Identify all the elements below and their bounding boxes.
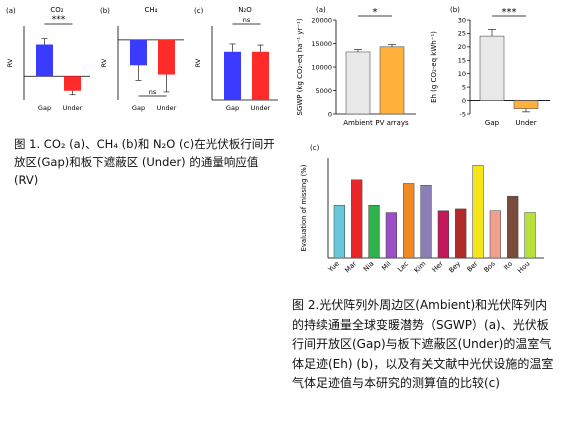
sgwp-chart: (a) 0 5000 10000 15000 20000 SGWP (kg CO₂-eq h… xyxy=(296,6,416,127)
f1b-bar-gap xyxy=(130,39,147,66)
f2c-bar-nia xyxy=(368,205,380,259)
f2c-xtick-her: Her xyxy=(431,260,445,274)
f1b-title: CH₄ xyxy=(145,6,158,14)
f2b-ytick-label: 20 xyxy=(458,43,466,51)
f2a-ylabel: SGWP (kg CO₂-eq ha⁻¹ yr⁻¹) xyxy=(296,18,304,115)
f1c-tag: (c) xyxy=(194,7,204,15)
figure2-panel-a: (a) 0 5000 10000 15000 20000 SGWP (kg CO₂-eq h… xyxy=(292,2,422,146)
f1c-ylabel: RV xyxy=(194,58,202,67)
f2b-ytick-label: 0 xyxy=(462,97,466,105)
f2b-ytick-label: 25 xyxy=(458,30,466,38)
f2a-bar-0 xyxy=(345,51,371,115)
f1c-xtick-under: Under xyxy=(251,104,271,112)
f2c-bar-bey xyxy=(455,208,467,259)
f2c-bar-ber xyxy=(472,165,484,259)
f2a-xtick-1: PV arrays xyxy=(375,119,409,127)
f2b-ylabel: Eh (g CO₂-eq kWh⁻¹) xyxy=(430,31,438,103)
f2b-ytick-label: -5 xyxy=(460,110,466,118)
f1b-tag: (b) xyxy=(100,7,110,15)
f2b-bar-0 xyxy=(479,35,505,101)
f1a-significance: *** xyxy=(52,15,66,25)
f2c-ylabel: Evaluation of missing (%) xyxy=(300,164,308,251)
f2c-xtick-bey: Bey xyxy=(447,260,462,275)
f1b-bar-under xyxy=(158,39,175,75)
f2a-significance: * xyxy=(373,7,378,18)
f2a-ytick-label: 15000 xyxy=(311,40,332,48)
f1c-xtick-gap: Gap xyxy=(226,104,239,112)
f1b-significance: ns xyxy=(149,88,157,96)
f2c-xtick-mil: Mil xyxy=(380,260,393,273)
f1a-title: CO₂ xyxy=(50,6,63,14)
f2c-bar-bos xyxy=(489,210,501,259)
f1a-bar-under xyxy=(64,76,81,91)
f2b-xtick-0: Gap xyxy=(485,119,500,127)
figure2-panel-b: (b) -5 0 5 10 15 20 25 30 Eh (g CO₂-eq kWh⁻¹) Gap U… xyxy=(426,2,556,146)
f2c-xtick-lec: Lec xyxy=(396,260,410,274)
f2c-xtick-yue: Yue xyxy=(326,260,341,275)
f1a-xtick-gap: Gap xyxy=(38,104,51,112)
f2c-xtick-hou: Hou xyxy=(516,260,531,275)
figure1-panel-b: (b) CH₄ RV Gap Under ns xyxy=(98,4,190,128)
f2b-bar-1 xyxy=(513,100,539,109)
f2c-bar-lec xyxy=(403,183,415,259)
figure2-panel-c: (c) Evaluation of missing (%) Yue Mar Nia Mil… xyxy=(292,140,556,294)
f2a-ytick-label: 20000 xyxy=(311,16,332,24)
f2c-bar-hou xyxy=(524,212,536,259)
figure2-caption: 图 2.光伏阵列外周边区(Ambient)和光伏阵列内的持续通量全球变暖潜势（S… xyxy=(292,298,554,390)
n2o-rv-chart: (c) N₂O RV Gap Under ns xyxy=(194,6,278,112)
f2c-xtick-mar: Mar xyxy=(343,260,358,275)
f2a-ytick-label: 10000 xyxy=(311,63,332,71)
f2b-ytick-label: 5 xyxy=(462,83,466,91)
figure1-panel-a: (a) CO₂ RV Gap Under *** xyxy=(4,4,96,128)
f1c-significance: ns xyxy=(243,16,251,24)
f2c-xtick-nia: Nia xyxy=(362,260,376,274)
f2b-xtick-1: Under xyxy=(515,119,536,127)
f2c-xtick-kim: Kim xyxy=(413,259,428,274)
f1a-xtick-under: Under xyxy=(63,104,83,112)
f2a-xtick-0: Ambient xyxy=(343,119,373,127)
literature-comparison-chart: (c) Evaluation of missing (%) Yue Mar Nia Mil… xyxy=(300,144,544,275)
figure1-caption: 图 1. CO₂ (a)、CH₄ (b)和 N₂O (c)在光伏板行间开放区(G… xyxy=(14,137,275,187)
f2c-xtick-bos: Bos xyxy=(482,259,497,274)
f2c-bar-her xyxy=(437,210,449,259)
f1c-title: N₂O xyxy=(238,6,252,14)
f2b-ytick-label: 15 xyxy=(458,57,466,65)
f2c-bar-mar xyxy=(351,179,363,259)
f2b-ytick-label: 30 xyxy=(458,16,466,24)
f2c-xtick-ito: Ito xyxy=(502,260,514,272)
f2b-ytick-label: 10 xyxy=(458,70,466,78)
f1a-ylabel: RV xyxy=(6,58,14,67)
f2b-tag: (b) xyxy=(450,6,460,14)
f2a-tag: (a) xyxy=(316,6,326,14)
eh-chart: (b) -5 0 5 10 15 20 25 30 Eh (g CO₂-eq kWh⁻¹) Gap U… xyxy=(430,6,550,127)
co2-rv-chart: (a) CO₂ RV Gap Under *** xyxy=(6,6,90,112)
f1b-ylabel: RV xyxy=(100,58,108,67)
f2c-xtick-ber: Ber xyxy=(466,260,480,274)
f2a-bar-1 xyxy=(379,46,405,115)
f1b-xtick-under: Under xyxy=(157,104,177,112)
f1c-bar-gap xyxy=(224,51,241,100)
f2c-bar-yue xyxy=(333,205,345,259)
f2c-tag: (c) xyxy=(310,144,320,152)
f2c-bar-mil xyxy=(385,212,397,259)
f2c-bar-kim xyxy=(420,185,432,259)
f1c-bar-under xyxy=(252,51,269,100)
f1b-xtick-gap: Gap xyxy=(132,104,145,112)
f1a-bar-gap xyxy=(36,44,53,77)
f2a-ytick-label: 5000 xyxy=(315,87,332,95)
f2b-significance: *** xyxy=(502,7,517,18)
f2c-bar-ito xyxy=(507,195,519,259)
f1a-tag: (a) xyxy=(6,7,16,15)
figure1-panel-c: (c) N₂O RV Gap Under ns xyxy=(192,4,284,128)
f2a-ytick-label: 0 xyxy=(328,110,332,118)
